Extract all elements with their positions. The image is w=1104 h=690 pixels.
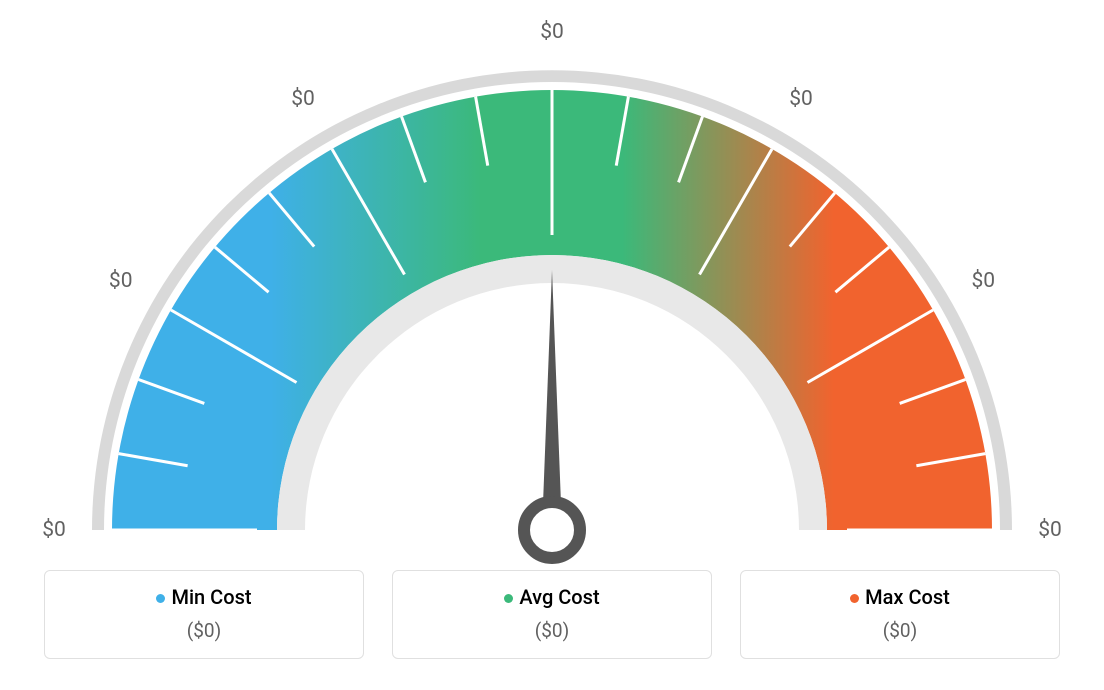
legend-head-avg: Avg Cost xyxy=(405,585,699,609)
legend-value-avg: ($0) xyxy=(405,619,699,642)
legend-label-avg: Avg Cost xyxy=(519,585,599,609)
legend-value-max: ($0) xyxy=(753,619,1047,642)
legend-label-min: Min Cost xyxy=(171,585,251,609)
legend-card-avg: Avg Cost ($0) xyxy=(392,570,712,659)
gauge-chart: $0 $0 $0 $0 $0 $0 $0 xyxy=(0,0,1104,570)
legend-head-min: Min Cost xyxy=(57,585,351,609)
gauge-tick-label: $0 xyxy=(109,269,133,293)
gauge-tick-label: $0 xyxy=(1038,518,1062,542)
legend-card-min: Min Cost ($0) xyxy=(44,570,364,659)
legend-card-max: Max Cost ($0) xyxy=(740,570,1060,659)
legend-dot-avg xyxy=(504,594,513,603)
legend-value-min: ($0) xyxy=(57,619,351,642)
legend-dot-min xyxy=(156,594,165,603)
legend-label-max: Max Cost xyxy=(865,585,950,609)
gauge-svg xyxy=(0,0,1104,570)
legend-row: Min Cost ($0) Avg Cost ($0) Max Cost ($0… xyxy=(0,570,1104,659)
gauge-tick-label: $0 xyxy=(971,269,995,293)
legend-head-max: Max Cost xyxy=(753,585,1047,609)
legend-dot-max xyxy=(850,594,859,603)
gauge-tick-label: $0 xyxy=(42,518,66,542)
gauge-tick-label: $0 xyxy=(291,87,315,111)
gauge-tick-label: $0 xyxy=(789,87,813,111)
gauge-tick-label: $0 xyxy=(540,20,564,44)
